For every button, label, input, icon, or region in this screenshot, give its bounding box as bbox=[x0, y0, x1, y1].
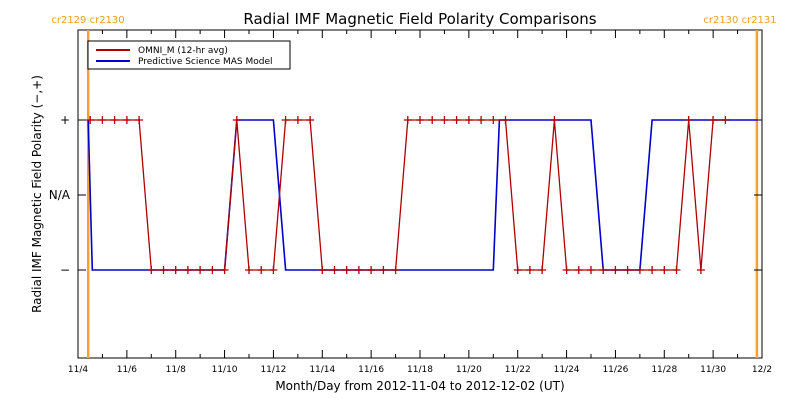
x-axis-ticks: 11/4 11/6 11/8 11/10 11/12 11/14 11/16 11/18 11/… bbox=[68, 30, 772, 375]
omni-data-point bbox=[159, 266, 168, 274]
y-axis-ticks: − N/A + bbox=[49, 113, 762, 277]
omni-data-point bbox=[342, 266, 351, 274]
omni-data-point bbox=[477, 116, 486, 124]
x-tick-label: 11/30 bbox=[700, 365, 726, 375]
omni-data-point bbox=[452, 116, 461, 124]
x-tick-label: 11/4 bbox=[68, 365, 88, 375]
x-tick-label: 11/12 bbox=[260, 365, 286, 375]
omni-data-point bbox=[391, 266, 400, 274]
legend: OMNI_M (12-hr avg) Predictive Science MA… bbox=[87, 40, 291, 70]
omni-data-point bbox=[562, 266, 571, 274]
y-tick-label: − bbox=[60, 263, 70, 277]
omni-data-point bbox=[513, 266, 522, 274]
x-tick-label: 11/24 bbox=[554, 365, 580, 375]
chart-title: Radial IMF Magnetic Field Polarity Compa… bbox=[243, 10, 596, 28]
omni-data-point bbox=[648, 266, 657, 274]
cr-label-start: cr2129 cr2130 bbox=[51, 15, 124, 26]
omni-data-point bbox=[98, 116, 107, 124]
carrington-rotation-lines bbox=[86, 30, 759, 358]
plot-frame bbox=[77, 29, 763, 359]
omni-data-point bbox=[587, 266, 595, 274]
y-axis-label: Radial IMF Magnetic Field Polarity (−,+) bbox=[30, 75, 44, 313]
omni-data-point bbox=[574, 266, 583, 274]
omni-data-point bbox=[550, 116, 559, 124]
omni-data-point bbox=[293, 116, 302, 124]
x-tick-label: 12/2 bbox=[752, 365, 772, 375]
series-line-omni bbox=[90, 119, 726, 271]
omni-data-point bbox=[501, 116, 510, 124]
omni-data-point bbox=[354, 266, 363, 274]
series-layer bbox=[86, 116, 757, 274]
omni-data-point bbox=[183, 266, 192, 274]
omni-data-point bbox=[684, 116, 693, 124]
omni-data-point bbox=[122, 116, 131, 124]
omni-data-point bbox=[403, 116, 412, 124]
omni-data-point bbox=[86, 116, 95, 124]
omni-data-point bbox=[538, 266, 547, 274]
omni-data-point bbox=[440, 116, 449, 124]
omni-data-point bbox=[428, 116, 437, 124]
omni-data-point bbox=[623, 266, 632, 274]
omni-data-point bbox=[416, 116, 424, 124]
omni-data-point bbox=[281, 116, 290, 124]
legend-label-mas: Predictive Science MAS Model bbox=[138, 57, 273, 67]
omni-data-point bbox=[672, 266, 681, 274]
omni-data-point bbox=[709, 116, 718, 124]
x-axis-label: Month/Day from 2012-11-04 to 2012-12-02 … bbox=[275, 379, 564, 393]
omni-data-point bbox=[110, 116, 119, 124]
omni-data-point bbox=[660, 266, 669, 274]
x-tick-label: 11/8 bbox=[166, 365, 186, 375]
omni-data-point bbox=[147, 266, 156, 274]
omni-data-point bbox=[489, 116, 498, 124]
series-line-mas-model bbox=[87, 119, 757, 271]
omni-data-point bbox=[635, 266, 644, 274]
x-tick-label: 11/18 bbox=[407, 365, 433, 375]
omni-data-point bbox=[306, 116, 315, 124]
omni-data-point bbox=[257, 266, 266, 274]
omni-data-point bbox=[318, 266, 327, 274]
omni-data-point bbox=[171, 266, 180, 274]
x-tick-label: 11/26 bbox=[602, 365, 628, 375]
omni-data-point bbox=[464, 116, 473, 124]
x-tick-label: 11/20 bbox=[456, 365, 482, 375]
x-tick-label: 11/28 bbox=[651, 365, 677, 375]
y-tick-label: N/A bbox=[49, 188, 71, 202]
omni-data-point bbox=[232, 116, 241, 124]
omni-data-point bbox=[208, 266, 217, 274]
omni-data-point bbox=[330, 266, 339, 274]
omni-data-point bbox=[525, 266, 534, 274]
y-tick-label: + bbox=[60, 113, 70, 127]
x-tick-label: 11/22 bbox=[505, 365, 531, 375]
omni-data-point bbox=[196, 266, 205, 274]
omni-data-point bbox=[696, 266, 705, 274]
x-tick-label: 11/16 bbox=[358, 365, 384, 375]
omni-data-point bbox=[269, 266, 278, 274]
omni-data-point bbox=[135, 116, 144, 124]
legend-box bbox=[87, 40, 291, 70]
legend-label-omni: OMNI_M (12-hr avg) bbox=[138, 46, 228, 56]
x-tick-label: 11/10 bbox=[212, 365, 238, 375]
cr-label-end: cr2130 cr2131 bbox=[703, 15, 776, 26]
x-tick-label: 11/14 bbox=[309, 365, 335, 375]
omni-data-point bbox=[379, 266, 388, 274]
omni-data-point bbox=[611, 266, 620, 274]
omni-data-point bbox=[721, 116, 730, 124]
omni-data-point bbox=[367, 266, 376, 274]
x-tick-label: 11/6 bbox=[117, 365, 137, 375]
omni-data-point bbox=[245, 266, 253, 274]
omni-data-point bbox=[599, 266, 608, 274]
omni-data-point bbox=[220, 266, 229, 274]
